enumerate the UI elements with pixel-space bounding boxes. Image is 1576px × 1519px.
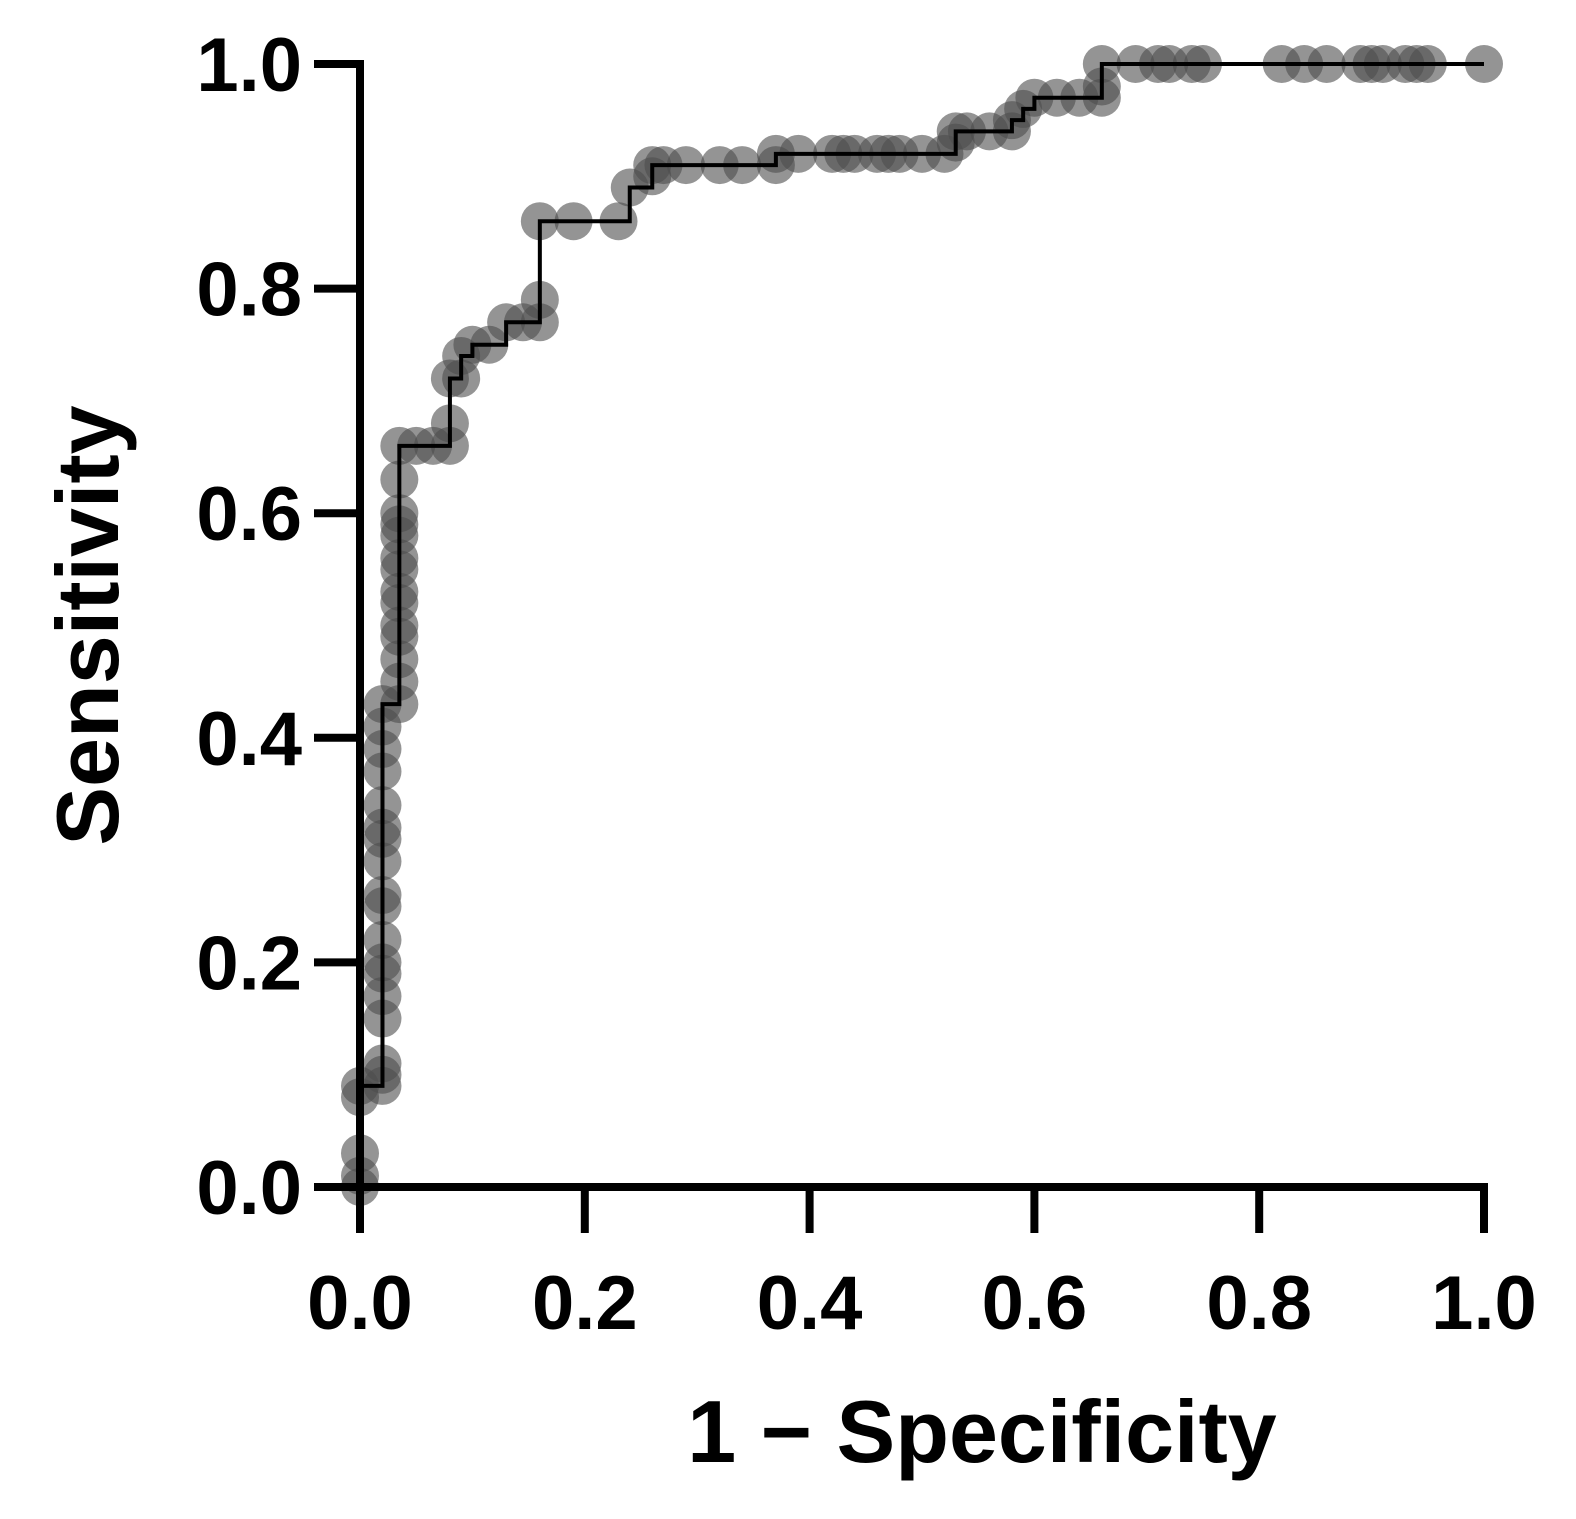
x-axis-title: 1 − Specificity xyxy=(687,1382,1276,1481)
y-tick-label: 1.0 xyxy=(196,23,302,108)
y-tick-label: 0.8 xyxy=(196,248,302,333)
x-tick-label: 1.0 xyxy=(1431,1261,1537,1346)
data-points xyxy=(341,45,1503,1206)
y-tick-label: 0.2 xyxy=(196,921,302,1006)
x-tick-label: 0.2 xyxy=(532,1261,638,1346)
x-axis-ticks: 0.0 0.2 0.4 0.6 0.8 1.0 xyxy=(307,1187,1537,1346)
y-tick-label: 0.4 xyxy=(196,697,302,782)
x-tick-label: 0.4 xyxy=(757,1261,863,1346)
y-tick-label: 0.0 xyxy=(196,1146,302,1231)
y-tick-label: 0.6 xyxy=(196,472,302,557)
roc-step-line xyxy=(358,62,1484,1187)
y-axis-title: Sensitivity xyxy=(38,405,137,845)
y-axis-ticks: 0.0 0.2 0.4 0.6 0.8 1.0 xyxy=(196,23,360,1231)
x-tick-label: 0.0 xyxy=(307,1261,413,1346)
x-tick-label: 0.6 xyxy=(982,1261,1088,1346)
x-tick-label: 0.8 xyxy=(1206,1261,1312,1346)
